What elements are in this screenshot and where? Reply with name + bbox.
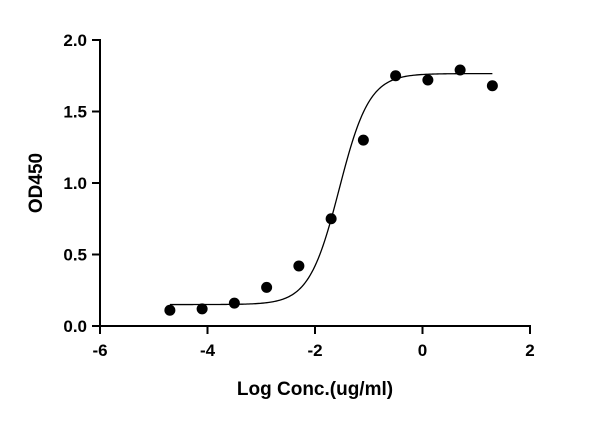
data-point bbox=[325, 213, 337, 225]
data-point bbox=[454, 64, 466, 76]
y-axis-title: OD450 bbox=[26, 153, 47, 213]
x-tick-label: -2 bbox=[307, 341, 322, 360]
data-point bbox=[293, 260, 305, 272]
x-tick-label: -4 bbox=[200, 341, 216, 360]
y-tick-label: 2.0 bbox=[63, 31, 87, 50]
x-tick-label: 0 bbox=[418, 341, 427, 360]
data-points bbox=[164, 64, 498, 316]
data-point bbox=[422, 74, 434, 86]
data-point bbox=[390, 70, 402, 82]
x-axis-ticks: -6 -4 -2 0 2 bbox=[92, 326, 535, 360]
x-tick-label: -6 bbox=[92, 341, 107, 360]
y-tick-label: 1.0 bbox=[63, 174, 87, 193]
data-point bbox=[261, 281, 273, 293]
data-point bbox=[196, 303, 208, 315]
axes: -6 -4 -2 0 2 0.0 0.5 1.0 1.5 2.0 bbox=[63, 31, 534, 360]
data-point bbox=[357, 134, 369, 146]
data-point bbox=[164, 304, 176, 316]
y-axis-ticks: 0.0 0.5 1.0 1.5 2.0 bbox=[63, 31, 100, 336]
y-tick-label: 1.5 bbox=[63, 103, 87, 122]
x-axis-title: Log Conc.(ug/ml) bbox=[237, 379, 393, 400]
x-tick-label: 2 bbox=[525, 341, 534, 360]
y-tick-label: 0.0 bbox=[63, 317, 87, 336]
data-point bbox=[228, 297, 240, 309]
data-point bbox=[486, 80, 498, 92]
y-tick-label: 0.5 bbox=[63, 246, 87, 265]
fit-curve bbox=[169, 72, 493, 306]
plot-area bbox=[164, 64, 498, 316]
